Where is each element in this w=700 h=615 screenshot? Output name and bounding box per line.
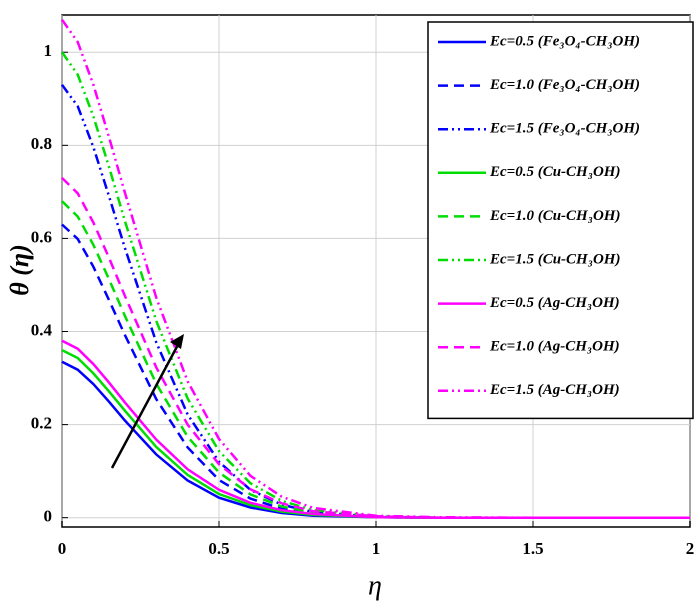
y-tick-label: 0.6: [31, 227, 52, 246]
legend-box: [427, 21, 694, 420]
legend: Ec=0.5 (Fe₃O₄-CH₃OH) Ec=1.0 (Fe₃O₄-CH₃OH)…: [427, 21, 694, 420]
arrow-head: [170, 334, 184, 349]
lines: [60, 18, 690, 519]
y-tick-label: 0.8: [31, 134, 52, 153]
x-tick-label: 1: [372, 539, 381, 558]
legend-label: Ec=0.5 (Cu-CH₃OH): [489, 164, 620, 180]
y-tick-label: 0.4: [31, 320, 53, 339]
y-tick-label: 0.2: [31, 414, 52, 433]
x-tick-label: 0: [58, 539, 67, 558]
y-tick-label: 0: [44, 507, 53, 526]
series-line: [60, 18, 690, 519]
series-line: [61, 200, 690, 519]
arrow: [110, 340, 182, 469]
legend-label: Ec=0.5 (Fe₃O₄-CH₃OH): [489, 33, 640, 49]
series-line: [61, 339, 690, 519]
series-line: [60, 51, 690, 519]
legend-label: Ec=0.5 (Ag-CH₃OH): [489, 295, 620, 311]
legend-label: Ec=1.5 (Fe₃O₄-CH₃OH): [489, 121, 640, 137]
y-tick-label: 1: [44, 41, 53, 60]
legend-label: Ec=1.0 (Cu-CH₃OH): [489, 208, 620, 224]
x-axis-label: η: [368, 570, 382, 601]
series-line: [61, 223, 690, 519]
legend-label: Ec=1.0 (Ag-CH₃OH): [489, 339, 620, 355]
x-tick-label: 1.5: [522, 539, 543, 558]
legend-label: Ec=1.5 (Ag-CH₃OH): [489, 382, 620, 398]
x-tick-label: 2: [686, 539, 695, 558]
legend-label: Ec=1.0 (Fe₃O₄-CH₃OH): [489, 77, 640, 93]
series-line: [61, 177, 690, 519]
y-axis-label: θ (η): [5, 244, 34, 296]
x-tick-label: 0.5: [208, 539, 229, 558]
legend-label: Ec=1.5 (Cu-CH₃OH): [489, 251, 620, 267]
